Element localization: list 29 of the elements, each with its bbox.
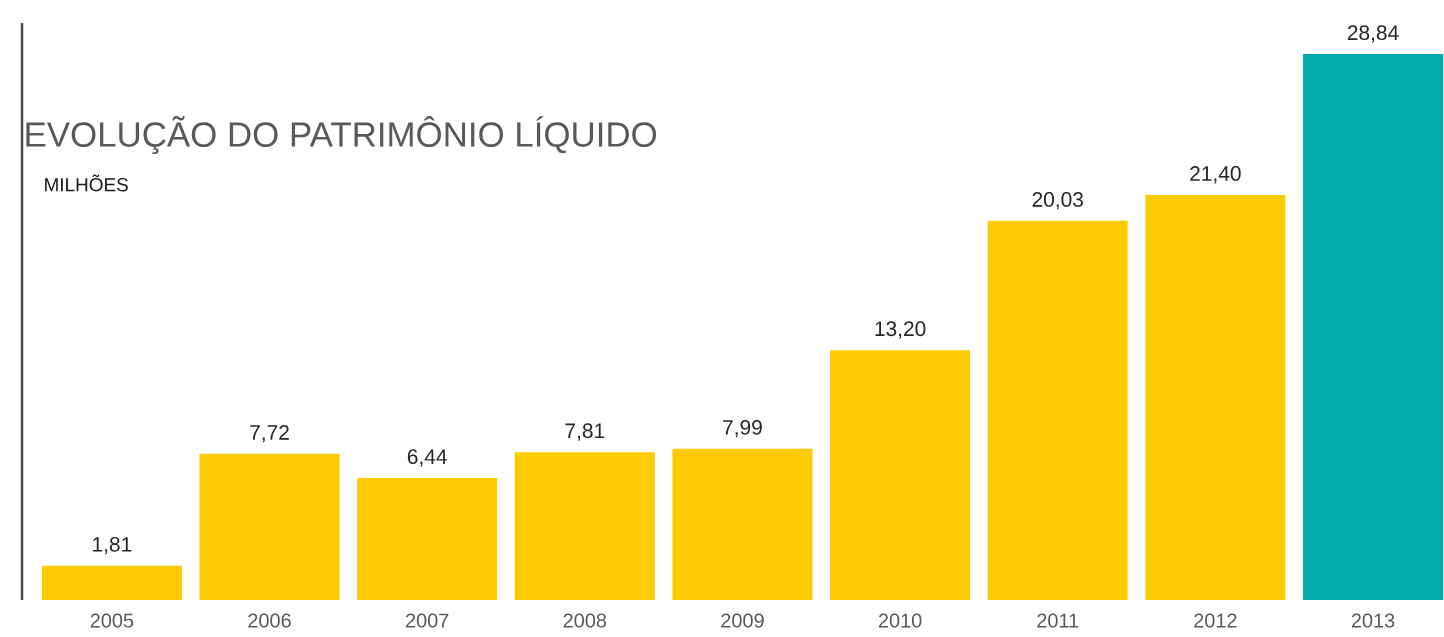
bar xyxy=(672,448,813,600)
data-label: 20,03 xyxy=(1032,192,1083,210)
bar xyxy=(1145,194,1286,600)
x-tick-label: 2007 xyxy=(406,613,449,628)
x-tick-label: 2009 xyxy=(721,613,764,628)
bar xyxy=(1303,54,1444,600)
x-tick-label: 2012 xyxy=(1194,613,1237,628)
bar xyxy=(199,453,340,600)
x-tick-label: 2008 xyxy=(563,613,607,628)
data-label: 7,99 xyxy=(723,419,762,438)
data-label: 7,81 xyxy=(565,423,605,441)
x-tick-label: 2006 xyxy=(248,613,291,628)
data-label: 1,81 xyxy=(93,536,132,555)
bar xyxy=(987,220,1128,600)
text: EVOLUÇÃO DO PATRIMÔNIO LÍQUIDO xyxy=(26,115,657,154)
data-label: 28,84 xyxy=(1347,25,1399,43)
data-label: 7,72 xyxy=(250,425,289,443)
data-label: 13,20 xyxy=(875,321,926,339)
x-tick-label: 2013 xyxy=(1351,613,1395,628)
x-tick-label: 2005 xyxy=(90,613,134,628)
bar xyxy=(357,478,498,600)
bar xyxy=(830,350,971,600)
data-label: 21,40 xyxy=(1190,166,1241,184)
data-label: 6,44 xyxy=(407,449,447,467)
bar xyxy=(41,565,182,600)
x-tick-label: 2011 xyxy=(1037,613,1079,628)
x-tick-label: 2010 xyxy=(878,613,922,628)
y-axis-title: MILHÕES xyxy=(45,174,128,192)
bar xyxy=(514,452,655,600)
